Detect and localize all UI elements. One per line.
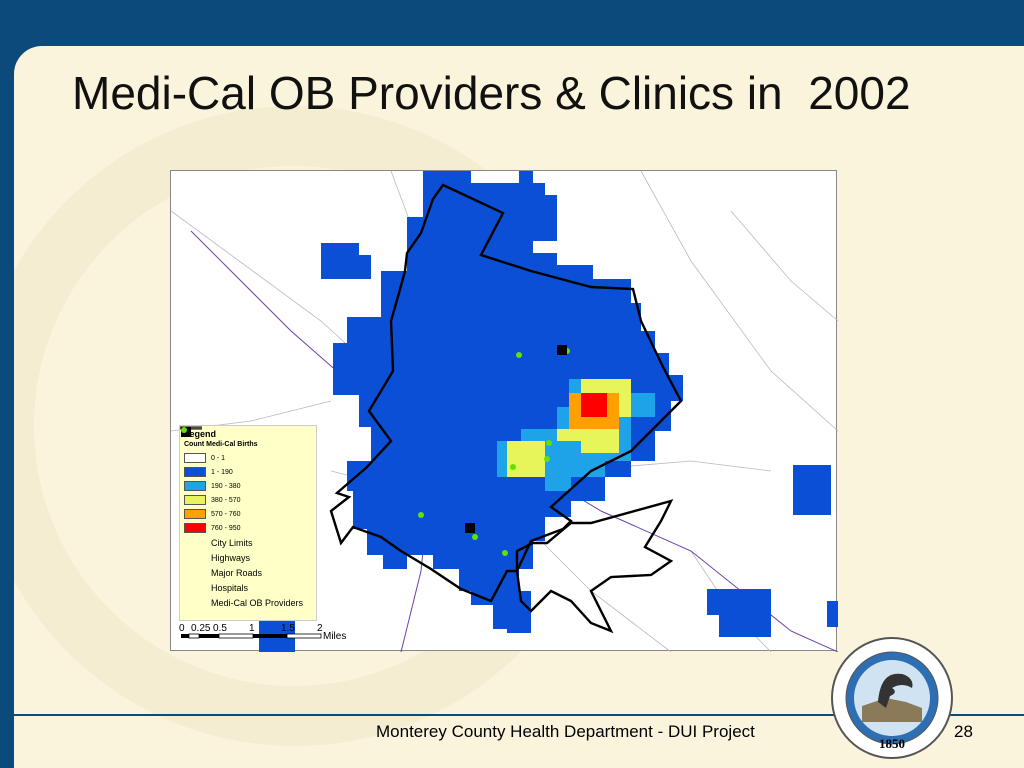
legend-swatch [184, 481, 206, 491]
footer-text: Monterey County Health Department - DUI … [376, 722, 755, 741]
scale-bar: 0 0.25 0.5 1 1.5 2 Miles [179, 621, 349, 647]
legend-class-label: 0 - 1 [211, 454, 226, 462]
legend-class-row: 0 - 1 [184, 451, 312, 465]
provider-markers [418, 348, 570, 556]
scale-unit: Miles [323, 631, 346, 642]
slide: Medi-Cal OB Providers & Clinics in 2002 [14, 46, 1024, 768]
legend-class-row: 1 - 190 [184, 465, 312, 479]
legend-layer-row: Hospitals [181, 427, 312, 595]
provider-marker [502, 550, 508, 556]
provider-marker [418, 512, 424, 518]
scale-tick: 0.5 [213, 623, 227, 634]
provider-marker [546, 440, 552, 446]
slide-title: Medi-Cal OB Providers & Clinics in 2002 [72, 67, 911, 119]
density-760-950 [581, 393, 607, 417]
legend-class-label: 1 - 190 [211, 468, 233, 476]
provider-marker [510, 464, 516, 470]
scale-tick: 1 [249, 623, 255, 634]
legend-subtitle: Count Medi-Cal Births [184, 441, 258, 448]
hospital-markers [465, 345, 567, 533]
hair-line-icon [180, 427, 206, 579]
legend-layer-label: City Limits [211, 537, 253, 548]
legend-class-label: 380 - 570 [211, 496, 241, 504]
city-limits [329, 183, 683, 634]
legend-layer-row: Major Roads [180, 427, 312, 580]
scale-tick: 1.5 [281, 623, 295, 634]
thin-line-icon [180, 427, 206, 564]
legend-layer-label: Hospitals [211, 582, 249, 593]
legend-swatch [184, 453, 206, 463]
provider-marker [544, 456, 550, 462]
density-raster [259, 171, 838, 652]
birth-density-map [171, 171, 838, 652]
black-square-icon [181, 427, 206, 594]
page-number: 28 [954, 722, 973, 741]
legend-swatch [184, 509, 206, 519]
legend-layer-label: Major Roads [211, 567, 263, 578]
legend-class-row: 760 - 950 [184, 521, 312, 535]
map-legend: Legend Count Medi-Cal Births 0 - 1 1 - 1… [179, 425, 317, 621]
legend-swatch [184, 495, 206, 505]
legend-title: Legend [184, 429, 217, 439]
hospital-marker [465, 523, 475, 533]
county-seal-logo: 1850 [831, 637, 953, 759]
legend-class-label: 190 - 380 [211, 482, 241, 490]
legend-layer-row: Highways [180, 427, 312, 565]
legend-class-row: 570 - 760 [184, 507, 312, 521]
hospital-marker [557, 345, 567, 355]
legend-layer-row: Medi-Cal OB Providers [181, 427, 312, 610]
green-dot-icon [181, 427, 206, 609]
legend-class-row: 190 - 380 [184, 479, 312, 493]
legend-layer-label: Highways [211, 552, 251, 563]
legend-swatch [184, 523, 206, 533]
legend-class-label: 570 - 760 [211, 510, 241, 518]
provider-marker [516, 352, 522, 358]
legend-swatch [184, 467, 206, 477]
footer-divider [14, 714, 1024, 716]
seal-year: 1850 [879, 736, 905, 751]
map-frame: Legend Count Medi-Cal Births 0 - 1 1 - 1… [170, 170, 838, 652]
legend-layer-label: Medi-Cal OB Providers [211, 597, 304, 608]
scale-tick: 0 [179, 623, 185, 634]
provider-marker [472, 534, 478, 540]
legend-class-label: 760 - 950 [211, 524, 241, 532]
scale-tick: 2 [317, 623, 323, 634]
legend-class-row: 380 - 570 [184, 493, 312, 507]
thick-line-icon [180, 426, 206, 549]
scale-tick: 0.25 [191, 623, 211, 634]
legend-layer-row: City Limits [180, 426, 312, 550]
